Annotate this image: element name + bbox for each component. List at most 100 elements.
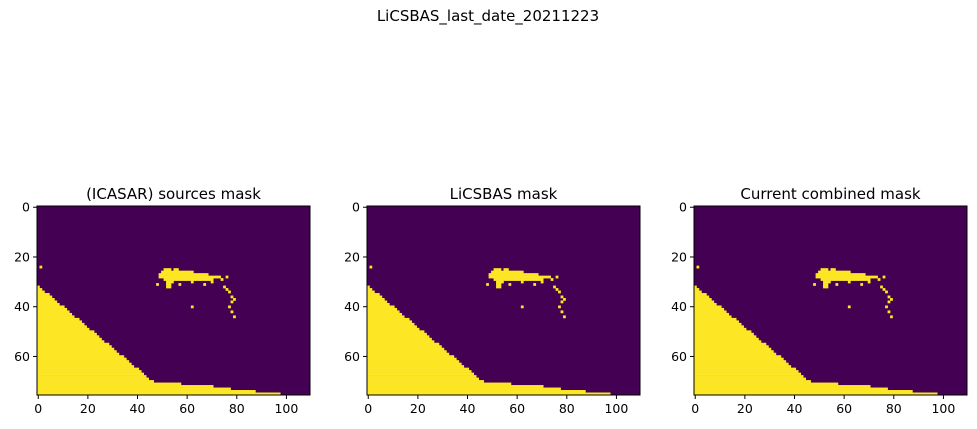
heatmap-cell bbox=[694, 305, 722, 309]
heatmap-cell bbox=[367, 352, 450, 356]
heatmap-cell bbox=[694, 392, 938, 396]
heatmap-cell bbox=[367, 370, 472, 373]
heatmap-cell bbox=[694, 387, 888, 391]
axes-frame bbox=[693, 205, 968, 396]
heatmap-cell bbox=[882, 288, 886, 291]
heatmap-cell bbox=[885, 305, 888, 309]
heatmap-cell bbox=[520, 305, 524, 309]
heatmap-cell bbox=[173, 268, 179, 271]
heatmap-cell bbox=[820, 268, 829, 271]
heatmap-cell bbox=[694, 355, 782, 358]
heatmap-cell bbox=[156, 283, 159, 286]
heatmap-cell bbox=[37, 337, 102, 341]
heatmap-cell bbox=[367, 347, 445, 351]
heatmap-cell bbox=[533, 283, 537, 286]
heatmap-cell bbox=[37, 377, 149, 381]
heatmap-cell bbox=[37, 295, 53, 299]
heatmap-cell bbox=[225, 288, 229, 291]
y-tick-label: 60 bbox=[671, 349, 687, 364]
y-tick-label: 0 bbox=[22, 200, 30, 215]
heatmap-cell bbox=[37, 362, 132, 366]
y-tick-label: 20 bbox=[14, 249, 30, 264]
heatmap-cell bbox=[367, 390, 586, 393]
heatmap-cell bbox=[166, 285, 172, 289]
heatmap-cell bbox=[230, 295, 234, 299]
heatmap-cell bbox=[694, 337, 759, 341]
heatmap-cell bbox=[823, 283, 829, 286]
heatmap-cell bbox=[37, 352, 120, 356]
heatmap-cell bbox=[823, 280, 831, 284]
heatmap-cell bbox=[367, 340, 435, 344]
heatmap-cell bbox=[210, 280, 214, 284]
heatmap-cell bbox=[694, 302, 717, 306]
heatmap-cell bbox=[369, 265, 373, 269]
heatmap-cell bbox=[882, 275, 886, 279]
heatmap-cell bbox=[37, 340, 105, 344]
heatmap-cell bbox=[563, 298, 566, 301]
x-tick-label: 20 bbox=[737, 401, 753, 416]
heatmap-cell bbox=[37, 385, 214, 388]
heatmap-cell bbox=[37, 370, 142, 373]
y-tick-label: 0 bbox=[679, 200, 687, 215]
heatmap-cell bbox=[367, 387, 561, 391]
heatmap-cell bbox=[823, 285, 829, 289]
axes-frame bbox=[36, 205, 311, 396]
heatmap-cell bbox=[694, 285, 697, 289]
heatmap-cell bbox=[887, 295, 891, 299]
x-tick-label: 100 bbox=[274, 401, 298, 416]
y-tick-label: 60 bbox=[14, 349, 30, 364]
heatmap-cell bbox=[228, 290, 231, 294]
heatmap-cell bbox=[367, 300, 388, 304]
heatmap-cell bbox=[367, 285, 370, 289]
heatmap-cell bbox=[694, 385, 871, 388]
heatmap-cell bbox=[694, 367, 797, 371]
x-tick-label: 40 bbox=[787, 401, 803, 416]
heatmap-cell bbox=[367, 307, 398, 311]
y-tick-label: 60 bbox=[344, 349, 360, 364]
heatmap-cell bbox=[228, 305, 231, 309]
heatmap-cell bbox=[555, 288, 559, 291]
heatmap-cell bbox=[694, 370, 799, 373]
heatmap-cell bbox=[560, 295, 564, 299]
heatmap-cell bbox=[887, 300, 891, 304]
heatmap-cell bbox=[367, 342, 440, 346]
heatmap-cell bbox=[815, 275, 878, 279]
heatmap-cell bbox=[367, 330, 425, 334]
heatmap-cell bbox=[166, 280, 174, 284]
heatmap-cell bbox=[367, 320, 412, 324]
heatmap-cell bbox=[694, 380, 811, 383]
y-tick-label: 20 bbox=[671, 249, 687, 264]
panel-title: Current combined mask bbox=[740, 185, 920, 203]
heatmap-cell bbox=[367, 327, 420, 331]
heatmap-cell bbox=[367, 290, 375, 294]
heatmap-cell bbox=[493, 268, 502, 271]
heatmap-cell bbox=[555, 275, 559, 279]
heatmap-cell bbox=[230, 310, 234, 314]
heatmap-cell bbox=[37, 312, 73, 316]
heatmap-cell bbox=[694, 340, 762, 344]
heatmap-cell bbox=[694, 352, 777, 356]
heatmap-cell bbox=[694, 327, 747, 331]
heatmap-cell bbox=[367, 310, 400, 314]
heatmap-cell bbox=[694, 325, 744, 329]
x-tick-label: 0 bbox=[34, 401, 42, 416]
x-tick-label: 60 bbox=[509, 401, 525, 416]
heatmap-cell bbox=[367, 345, 442, 349]
heatmap-cell bbox=[694, 322, 742, 326]
heatmap-cell bbox=[367, 355, 455, 358]
panel-title: LiCSBAS mask bbox=[450, 185, 558, 203]
heatmap-cell bbox=[37, 360, 130, 363]
heatmap-cell bbox=[190, 305, 194, 309]
heatmap-cell bbox=[37, 300, 58, 304]
heatmap-cell bbox=[37, 317, 80, 321]
heatmap-cell bbox=[694, 375, 804, 378]
heatmap-cell bbox=[694, 295, 710, 299]
x-tick-label: 60 bbox=[836, 401, 852, 416]
heatmap-cell bbox=[694, 310, 727, 314]
heatmap-cell bbox=[230, 300, 234, 304]
panel-1: (ICASAR) sources mask 0 20 40 60 80 100 0 20 40 60 bbox=[14, 185, 311, 416]
heatmap-cell bbox=[493, 278, 544, 281]
heatmap-cell bbox=[190, 280, 194, 284]
x-tick-label: 100 bbox=[931, 401, 955, 416]
heatmap-cell bbox=[37, 380, 154, 383]
